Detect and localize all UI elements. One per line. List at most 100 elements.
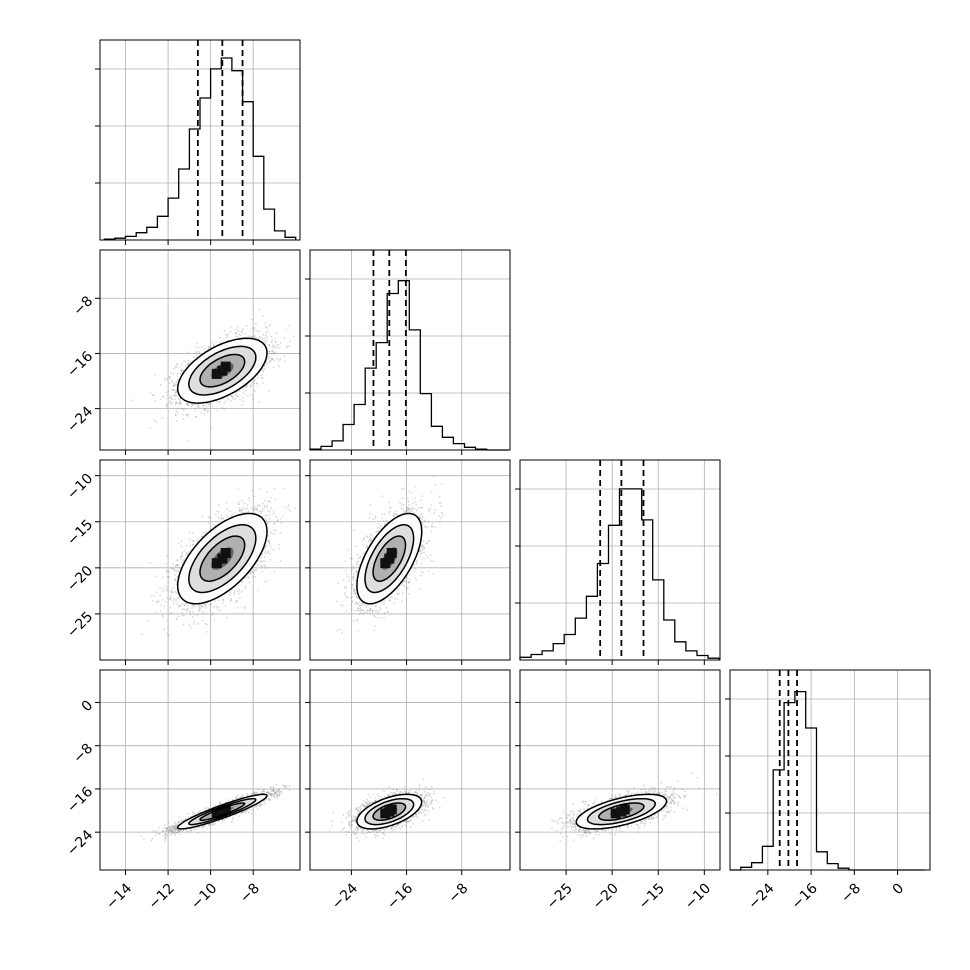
scatter-point — [268, 500, 271, 502]
scatter-point — [263, 365, 265, 367]
scatter-point — [196, 540, 198, 542]
scatter-point — [252, 326, 254, 328]
scatter-point — [268, 344, 270, 347]
scatter-point — [181, 562, 183, 564]
scatter-point — [244, 333, 246, 335]
scatter-point — [179, 558, 182, 560]
scatter-point — [197, 403, 200, 405]
scatter-point — [233, 398, 235, 400]
scatter-point — [189, 361, 192, 363]
scatter-point — [192, 611, 194, 613]
scatter-point — [182, 369, 184, 371]
scatter-point — [279, 560, 282, 562]
scatter-point — [212, 523, 214, 526]
scatter-point — [163, 629, 165, 631]
scatter-point — [266, 504, 268, 507]
scatter-point — [266, 506, 268, 508]
scatter-point — [177, 615, 180, 618]
scatter-point — [151, 394, 154, 396]
scatter-point — [258, 308, 260, 311]
scatter-point — [207, 410, 209, 412]
scatter-point — [273, 533, 275, 535]
scatter-point — [258, 338, 260, 340]
histogram-step — [103, 57, 297, 240]
scatter-point — [268, 356, 270, 359]
scatter-point — [267, 358, 269, 360]
scatter-point — [160, 604, 162, 606]
scatter-point — [271, 340, 273, 342]
scatter-point — [187, 363, 189, 365]
scatter-point — [161, 417, 164, 419]
scatter-point — [270, 336, 273, 338]
scatter-point — [223, 402, 225, 404]
scatter-point — [154, 400, 157, 402]
scatter-point — [203, 413, 205, 415]
scatter-point — [193, 620, 195, 623]
scatter-point — [278, 547, 281, 550]
scatter-point — [267, 330, 269, 332]
scatter-point — [276, 344, 279, 346]
scatter-point — [274, 353, 276, 355]
scatter-point — [244, 586, 247, 589]
scatter-point — [219, 400, 221, 403]
scatter-point — [162, 588, 165, 590]
scatter-point — [170, 567, 172, 569]
scatter-point — [190, 627, 192, 629]
scatter-point — [203, 348, 206, 350]
scatter-point — [268, 325, 270, 327]
scatter-point — [241, 591, 243, 593]
scatter-point — [183, 615, 185, 617]
scatter-point — [172, 600, 174, 602]
scatter-point — [273, 571, 276, 573]
scatter-point — [154, 420, 156, 422]
scatter-point — [262, 334, 264, 336]
scatter-point — [269, 517, 271, 520]
scatter-point — [183, 560, 185, 562]
scatter-point — [244, 607, 246, 609]
scatter-point — [192, 623, 195, 625]
scatter-point — [266, 491, 268, 493]
scatter-point — [166, 596, 169, 599]
scatter-point — [287, 507, 289, 510]
scatter-point — [276, 346, 278, 349]
scatter-point — [178, 398, 180, 400]
scatter-point — [265, 343, 267, 345]
scatter-point — [171, 389, 173, 391]
scatter-point — [230, 395, 232, 397]
scatter-point — [208, 516, 211, 519]
scatter-point — [224, 605, 227, 607]
scatter-point — [165, 563, 167, 565]
scatter-point — [218, 599, 220, 601]
scatter-point — [186, 545, 188, 547]
scatter-point — [192, 404, 194, 406]
scatter-point — [181, 608, 183, 611]
scatter-point — [210, 603, 212, 605]
scatter-point — [247, 394, 249, 397]
scatter-point — [231, 395, 233, 398]
scatter-point — [192, 356, 195, 358]
scatter-point — [202, 619, 204, 622]
scatter-point — [264, 339, 266, 342]
scatter-point — [234, 601, 237, 603]
scatter-point — [165, 404, 167, 406]
scatter-point — [218, 504, 220, 506]
scatter-point — [266, 338, 268, 340]
scatter-point — [176, 420, 178, 422]
scatter-point — [237, 488, 240, 490]
scatter-point — [169, 377, 171, 379]
scatter-point — [263, 564, 265, 566]
scatter-point — [238, 509, 241, 512]
scatter-point — [253, 380, 255, 382]
scatter-point — [167, 627, 169, 629]
scatter-point — [166, 378, 168, 380]
scatter-point — [192, 540, 195, 542]
scatter-point — [241, 404, 243, 406]
scatter-point — [210, 426, 212, 429]
scatter-point — [195, 351, 197, 353]
scatter-point — [242, 400, 244, 403]
scatter-point — [271, 346, 273, 348]
scatter-point — [192, 616, 194, 618]
scatter-point — [169, 397, 171, 399]
scatter-point — [178, 567, 181, 569]
scatter-point — [172, 401, 174, 403]
